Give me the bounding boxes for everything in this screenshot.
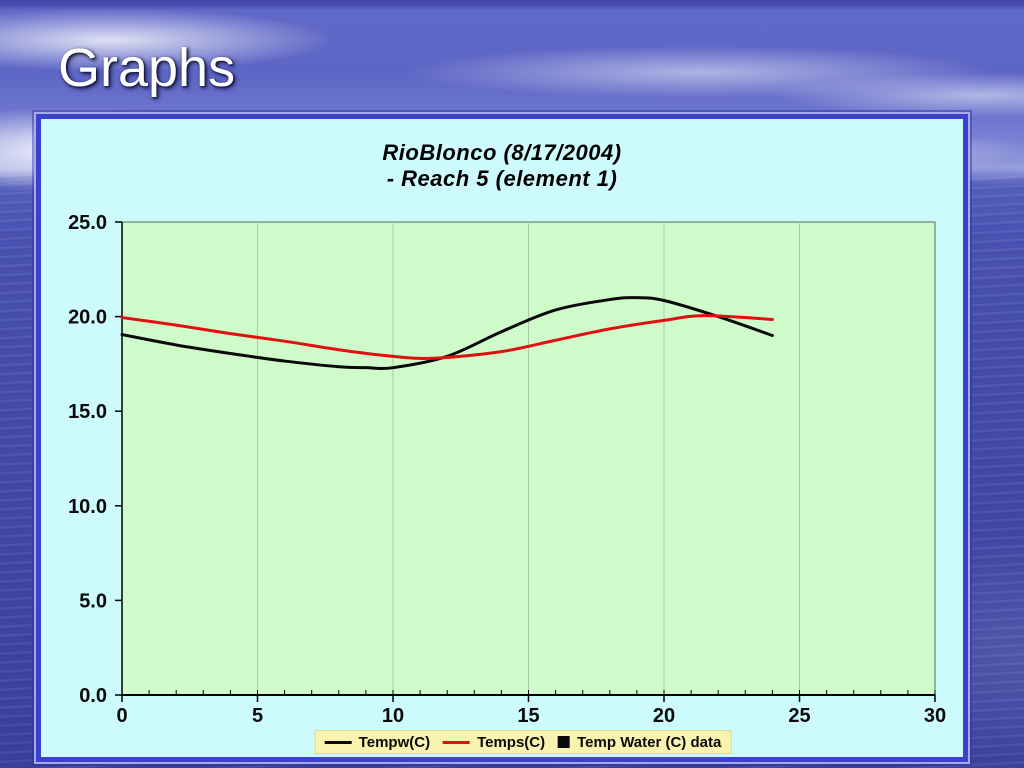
legend-item-temps: Temps(C) [443,734,545,751]
y-tick-label: 10.0 [68,496,107,518]
legend-item-tempw: Tempw(C) [324,733,431,751]
x-tick-label: 20 [653,705,675,727]
legend-label-tempw: Tempw(C) [358,733,431,751]
line-chart: 0 5 10 15 20 25 30 0.0 5.0 10.0 15.0 20.0 25.0 [68,212,946,727]
y-tick-label: 20.0 [68,307,107,329]
slide-title: Graphs [58,38,236,98]
black-line-swatch-icon [324,740,352,744]
chart-title-line1: RioBlonco (8/17/2004) [382,140,622,165]
black-square-marker-icon [558,736,571,748]
x-tick-label: 0 [116,705,127,727]
chart-legend: Tempw(C) Temps(C) Temp Water (C) data [314,730,732,754]
legend-label-temps: Temps(C) [477,733,546,751]
x-tick-label: 15 [517,705,539,727]
x-tick-label: 10 [382,705,404,727]
y-tick-label: 0.0 [79,685,107,707]
chart-panel: RioBlonco (8/17/2004) - Reach 5 (element… [36,114,968,762]
legend-label-temp-water-data: Temp Water (C) data [577,733,722,751]
y-tick-label: 5.0 [79,590,107,612]
y-tick-label: 25.0 [68,212,107,234]
x-tick-label: 30 [924,705,946,727]
chart-title: RioBlonco (8/17/2004) - Reach 5 (element… [41,140,963,192]
x-tick-label: 5 [252,705,263,727]
red-line-swatch-icon [443,740,471,744]
y-tick-label: 15.0 [68,401,107,423]
series-line-temps-c- [120,314,774,360]
chart-title-line2: - Reach 5 (element 1) [386,166,618,191]
x-tick-label: 25 [788,705,810,727]
legend-item-temp-water-data: Temp Water (C) data [558,734,721,751]
